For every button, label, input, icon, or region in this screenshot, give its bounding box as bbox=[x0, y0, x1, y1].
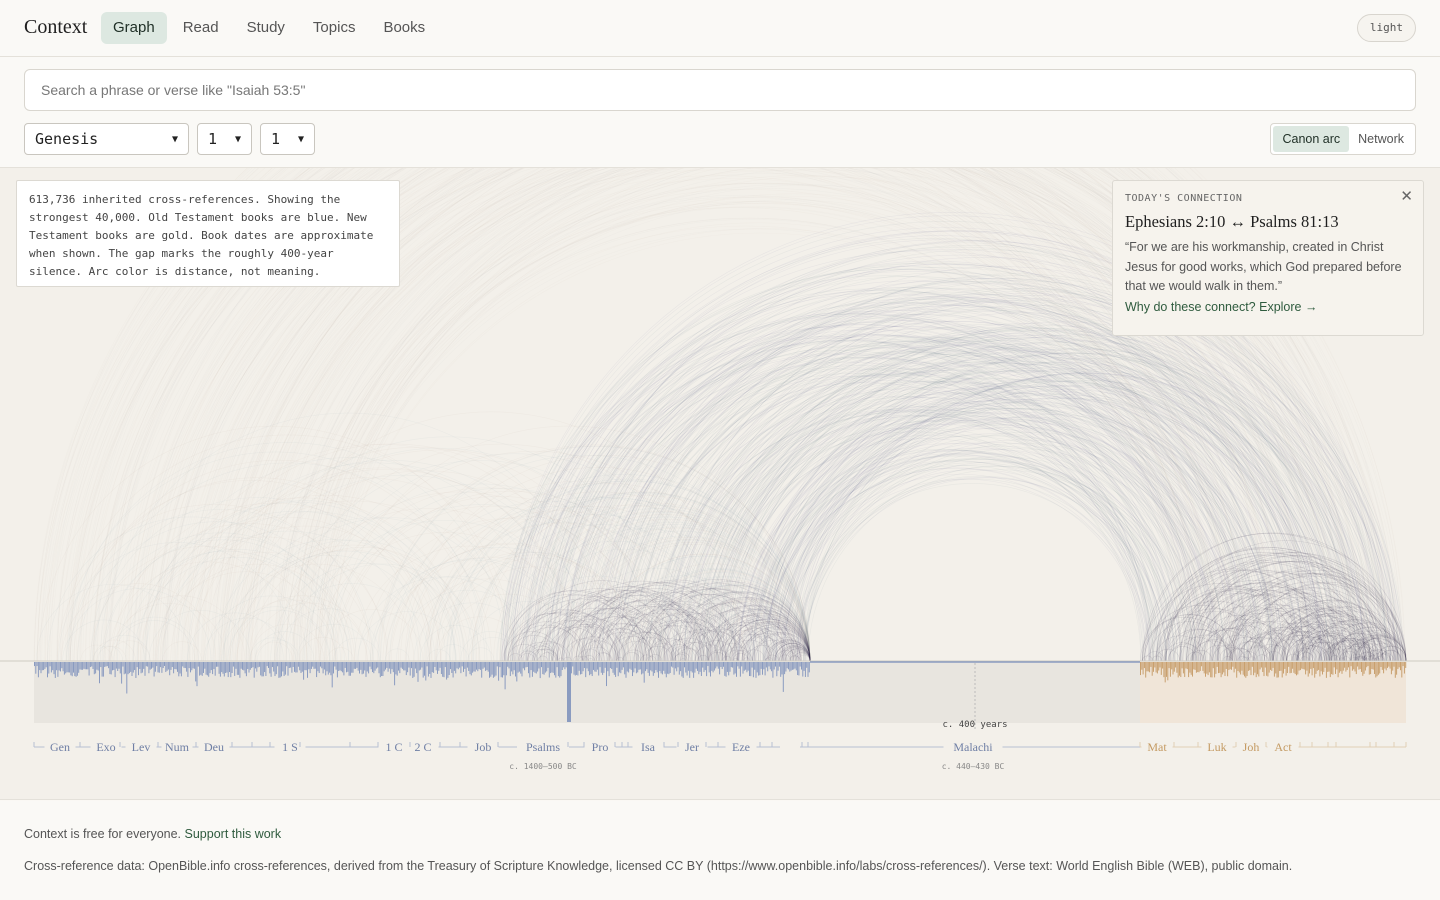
main-nav: Graph Read Study Topics Books bbox=[101, 12, 441, 44]
book-label-jer[interactable]: Jer bbox=[685, 740, 699, 754]
book-label-1c[interactable]: 1 C bbox=[385, 740, 402, 754]
book-label-exo[interactable]: Exo bbox=[96, 740, 115, 754]
ot-density-band bbox=[34, 662, 810, 723]
book-label-isa[interactable]: Isa bbox=[641, 740, 656, 754]
connection-from[interactable]: Ephesians 2:10 bbox=[1125, 212, 1226, 231]
book-label-job[interactable]: Job bbox=[475, 740, 492, 754]
verse-select[interactable]: 1 ▼ bbox=[260, 123, 315, 155]
todays-connection-label: TODAY'S CONNECTION bbox=[1125, 193, 1243, 204]
footer: Context is free for everyone. Support th… bbox=[0, 801, 1440, 900]
connection-title: Ephesians 2:10 ↔ Psalms 81:13 bbox=[1125, 212, 1411, 232]
chevron-down-icon: ▼ bbox=[297, 133, 304, 145]
book-label-eze[interactable]: Eze bbox=[732, 740, 750, 754]
connection-to[interactable]: Psalms 81:13 bbox=[1250, 212, 1339, 231]
date-label: c. 440–430 BC bbox=[942, 762, 1005, 771]
tab-graph[interactable]: Graph bbox=[101, 12, 167, 44]
view-toggle: Canon arc Network bbox=[1270, 123, 1416, 155]
tab-books[interactable]: Books bbox=[383, 19, 426, 36]
todays-connection-card: TODAY'S CONNECTION ✕ Ephesians 2:10 ↔ Ps… bbox=[1112, 180, 1424, 336]
network-button[interactable]: Network bbox=[1358, 132, 1404, 146]
book-select[interactable]: Genesis ▼ bbox=[24, 123, 189, 155]
theme-toggle-button[interactable]: light bbox=[1356, 14, 1416, 42]
tab-topics[interactable]: Topics bbox=[312, 19, 356, 36]
controls-bar: Genesis ▼ 1 ▼ 1 ▼ Canon arc Network bbox=[0, 57, 1440, 168]
arc-diagram[interactable]: c. 400 years Gen Exo Lev Num Deu 1 S 1 C 2 C Job P… bbox=[0, 168, 1440, 800]
credits-text: Cross-reference data: OpenBible.info cro… bbox=[24, 859, 1293, 873]
chapter-select[interactable]: 1 ▼ bbox=[197, 123, 252, 155]
info-box: 613,736 inherited cross-references. Show… bbox=[16, 180, 400, 287]
verse-select-value: 1 bbox=[271, 130, 281, 148]
connection-arrow: ↔ bbox=[1229, 212, 1247, 231]
tab-read[interactable]: Read bbox=[182, 19, 219, 36]
book-label-lev[interactable]: Lev bbox=[132, 740, 151, 754]
book-axis: Gen Exo Lev Num Deu 1 S 1 C 2 C Job Psalms Pro Isa J… bbox=[33, 740, 1407, 771]
book-label-gen[interactable]: Gen bbox=[50, 740, 70, 754]
chapter-select-value: 1 bbox=[208, 130, 218, 148]
connection-quote: “For we are his workmanship, created in … bbox=[1125, 240, 1402, 293]
search-input[interactable] bbox=[24, 69, 1416, 111]
gap-label: c. 400 years bbox=[942, 720, 1007, 730]
date-label: c. 1400–500 BC bbox=[509, 762, 577, 771]
book-label-joh[interactable]: Joh bbox=[1243, 740, 1260, 754]
book-select-value: Genesis bbox=[35, 130, 99, 148]
support-text: Context is free for everyone. bbox=[24, 827, 182, 841]
logo[interactable]: Context bbox=[24, 16, 88, 38]
book-label-deu[interactable]: Deu bbox=[204, 740, 224, 754]
support-line: Context is free for everyone. Support th… bbox=[24, 827, 281, 841]
book-label-luk[interactable]: Luk bbox=[1207, 740, 1226, 754]
arc-layer bbox=[34, 168, 1406, 661]
support-link[interactable]: Support this work bbox=[184, 827, 282, 841]
book-label-pro[interactable]: Pro bbox=[592, 740, 609, 754]
tab-study[interactable]: Study bbox=[246, 19, 285, 36]
book-label-num[interactable]: Num bbox=[165, 740, 190, 754]
book-label-malachi[interactable]: Malachi bbox=[953, 740, 993, 754]
book-label-1s[interactable]: 1 S bbox=[282, 740, 298, 754]
canon-arc-button[interactable]: Canon arc bbox=[1273, 126, 1350, 152]
top-bar: Context Graph Read Study Topics Books li… bbox=[0, 0, 1440, 57]
book-label-2c[interactable]: 2 C bbox=[414, 740, 431, 754]
book-label-act[interactable]: Act bbox=[1274, 740, 1292, 754]
book-label-mat[interactable]: Mat bbox=[1147, 740, 1167, 754]
canon-arc-graph: c. 400 years Gen Exo Lev Num Deu 1 S 1 C 2 C Job P… bbox=[0, 168, 1440, 800]
close-icon[interactable]: ✕ bbox=[1400, 188, 1413, 205]
chevron-down-icon: ▼ bbox=[171, 133, 178, 145]
chevron-down-icon: ▼ bbox=[234, 133, 241, 145]
density-histogram bbox=[34, 662, 1407, 722]
explore-link[interactable]: Why do these connect? Explore → bbox=[1125, 299, 1318, 314]
book-label-psalms[interactable]: Psalms bbox=[526, 740, 560, 754]
